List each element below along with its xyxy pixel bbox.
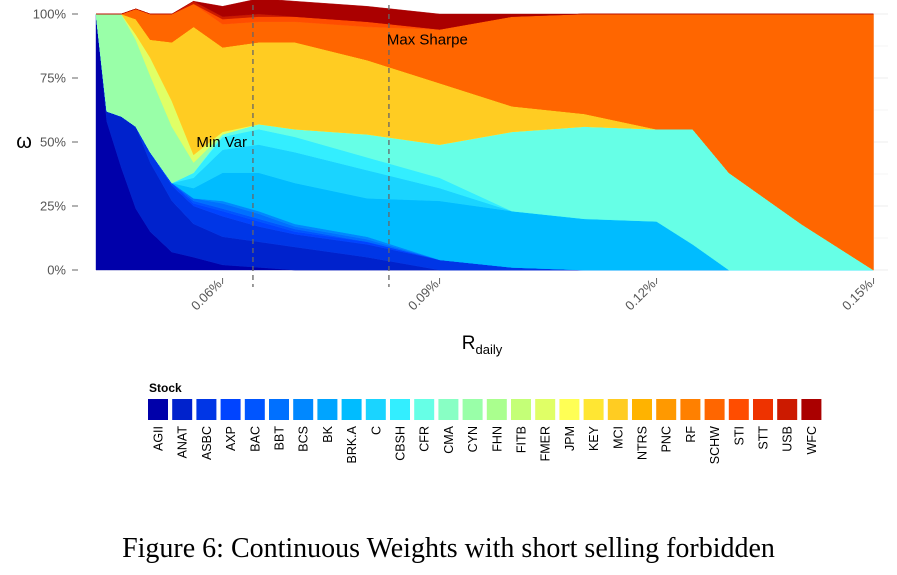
legend-key-bac: [244, 399, 265, 420]
x-axis: 0.06% 0.09% 0.12% 0.15%: [188, 276, 876, 313]
legend-label-agii: AGII: [152, 426, 166, 451]
legend-key-cbsh: [390, 399, 410, 420]
vline-label-max-sharpe: Max Sharpe: [387, 32, 468, 49]
legend-label-cyn: CYN: [466, 426, 480, 452]
legend-label-cfr: CFR: [418, 426, 432, 452]
legend-label-brk-a: BRK.A: [345, 425, 359, 463]
legend-key-fmer: [535, 399, 556, 420]
legend-label-fmer: FMER: [539, 426, 553, 461]
legend: Stock AGII ANAT ASBC AXP BAC BBT BCS BK BRK.A C CB…: [148, 381, 822, 464]
legend-label-schw: SCHW: [708, 426, 722, 464]
legend-label-fhn: FHN: [490, 426, 504, 452]
legend-label-rf: RF: [684, 426, 698, 443]
reference-lines: Min Var Max Sharpe: [196, 5, 468, 287]
legend-key-bk: [317, 399, 338, 420]
x-tick-label: 0.06%: [188, 276, 225, 313]
legend-label-wfc: WFC: [805, 426, 819, 454]
legend-label-ntrs: NTRS: [636, 426, 650, 460]
legend-label-asbc: ASBC: [200, 426, 214, 460]
legend-key-asbc: [196, 399, 217, 420]
y-tick-label: 25%: [40, 199, 66, 214]
legend-key-bcs: [293, 399, 314, 420]
stacked-areas: [95, 0, 875, 271]
legend-label-cma: CMA: [442, 425, 456, 453]
legend-key-cyn: [462, 399, 483, 420]
x-axis-title-sub: daily: [475, 342, 502, 357]
x-tick-label: 0.15%: [839, 276, 876, 313]
area-wfc: [96, 0, 874, 30]
y-tick-label: 50%: [40, 135, 66, 150]
legend-label-usb: USB: [781, 426, 795, 452]
legend-key-agii: [148, 399, 168, 420]
legend-key-bbt: [269, 399, 289, 420]
legend-key-pnc: [656, 399, 677, 420]
legend-key-wfc: [801, 399, 822, 420]
legend-label-bcs: BCS: [297, 426, 311, 452]
y-tick-label: 0%: [47, 263, 66, 278]
legend-key-stt: [753, 399, 773, 420]
legend-key-fitb: [511, 399, 531, 420]
legend-label-cbsh: CBSH: [394, 426, 408, 461]
legend-key-anat: [172, 399, 193, 420]
legend-label-c: C: [369, 426, 383, 435]
legend-label-stt: STT: [757, 426, 771, 450]
y-axis-title: ω: [16, 131, 32, 153]
y-tick-label: 75%: [40, 71, 66, 86]
legend-key-jpm: [559, 399, 580, 420]
x-axis-title-main: R: [462, 333, 476, 354]
legend-key-schw: [704, 399, 725, 420]
legend-label-bbt: BBT: [273, 426, 287, 451]
x-axis-title: Rdaily: [462, 333, 503, 357]
legend-key-brk-a: [341, 399, 362, 420]
legend-label-fitb: FITB: [515, 426, 529, 453]
legend-label-axp: AXP: [224, 426, 238, 451]
legend-key-sti: [728, 399, 749, 420]
legend-key-rf: [680, 399, 701, 420]
legend-key-c: [365, 399, 386, 420]
figure-caption: Figure 6: Continuous Weights with short …: [122, 533, 775, 564]
legend-key-key: [583, 399, 604, 420]
legend-key-axp: [220, 399, 241, 420]
legend-title: Stock: [149, 381, 182, 395]
legend-key-fhn: [486, 399, 507, 420]
legend-label-sti: STI: [732, 426, 746, 445]
y-axis: 0% 25% 50% 75% 100%: [33, 7, 78, 278]
y-tick-label: 100%: [33, 7, 67, 22]
legend-label-key: KEY: [587, 425, 601, 451]
legend-label-bac: BAC: [248, 426, 262, 452]
legend-key-usb: [777, 399, 798, 420]
legend-label-mci: MCI: [611, 426, 625, 449]
legend-label-jpm: JPM: [563, 426, 577, 451]
legend-key-cfr: [414, 399, 435, 420]
legend-label-pnc: PNC: [660, 426, 674, 452]
legend-key-mci: [607, 399, 628, 420]
legend-label-anat: ANAT: [176, 426, 190, 459]
x-tick-label: 0.09%: [405, 276, 442, 313]
vline-label-min-var: Min Var: [196, 134, 247, 151]
legend-key-ntrs: [632, 399, 652, 420]
legend-key-cma: [438, 399, 459, 420]
x-tick-label: 0.12%: [622, 276, 659, 313]
legend-label-bk: BK: [321, 425, 335, 442]
